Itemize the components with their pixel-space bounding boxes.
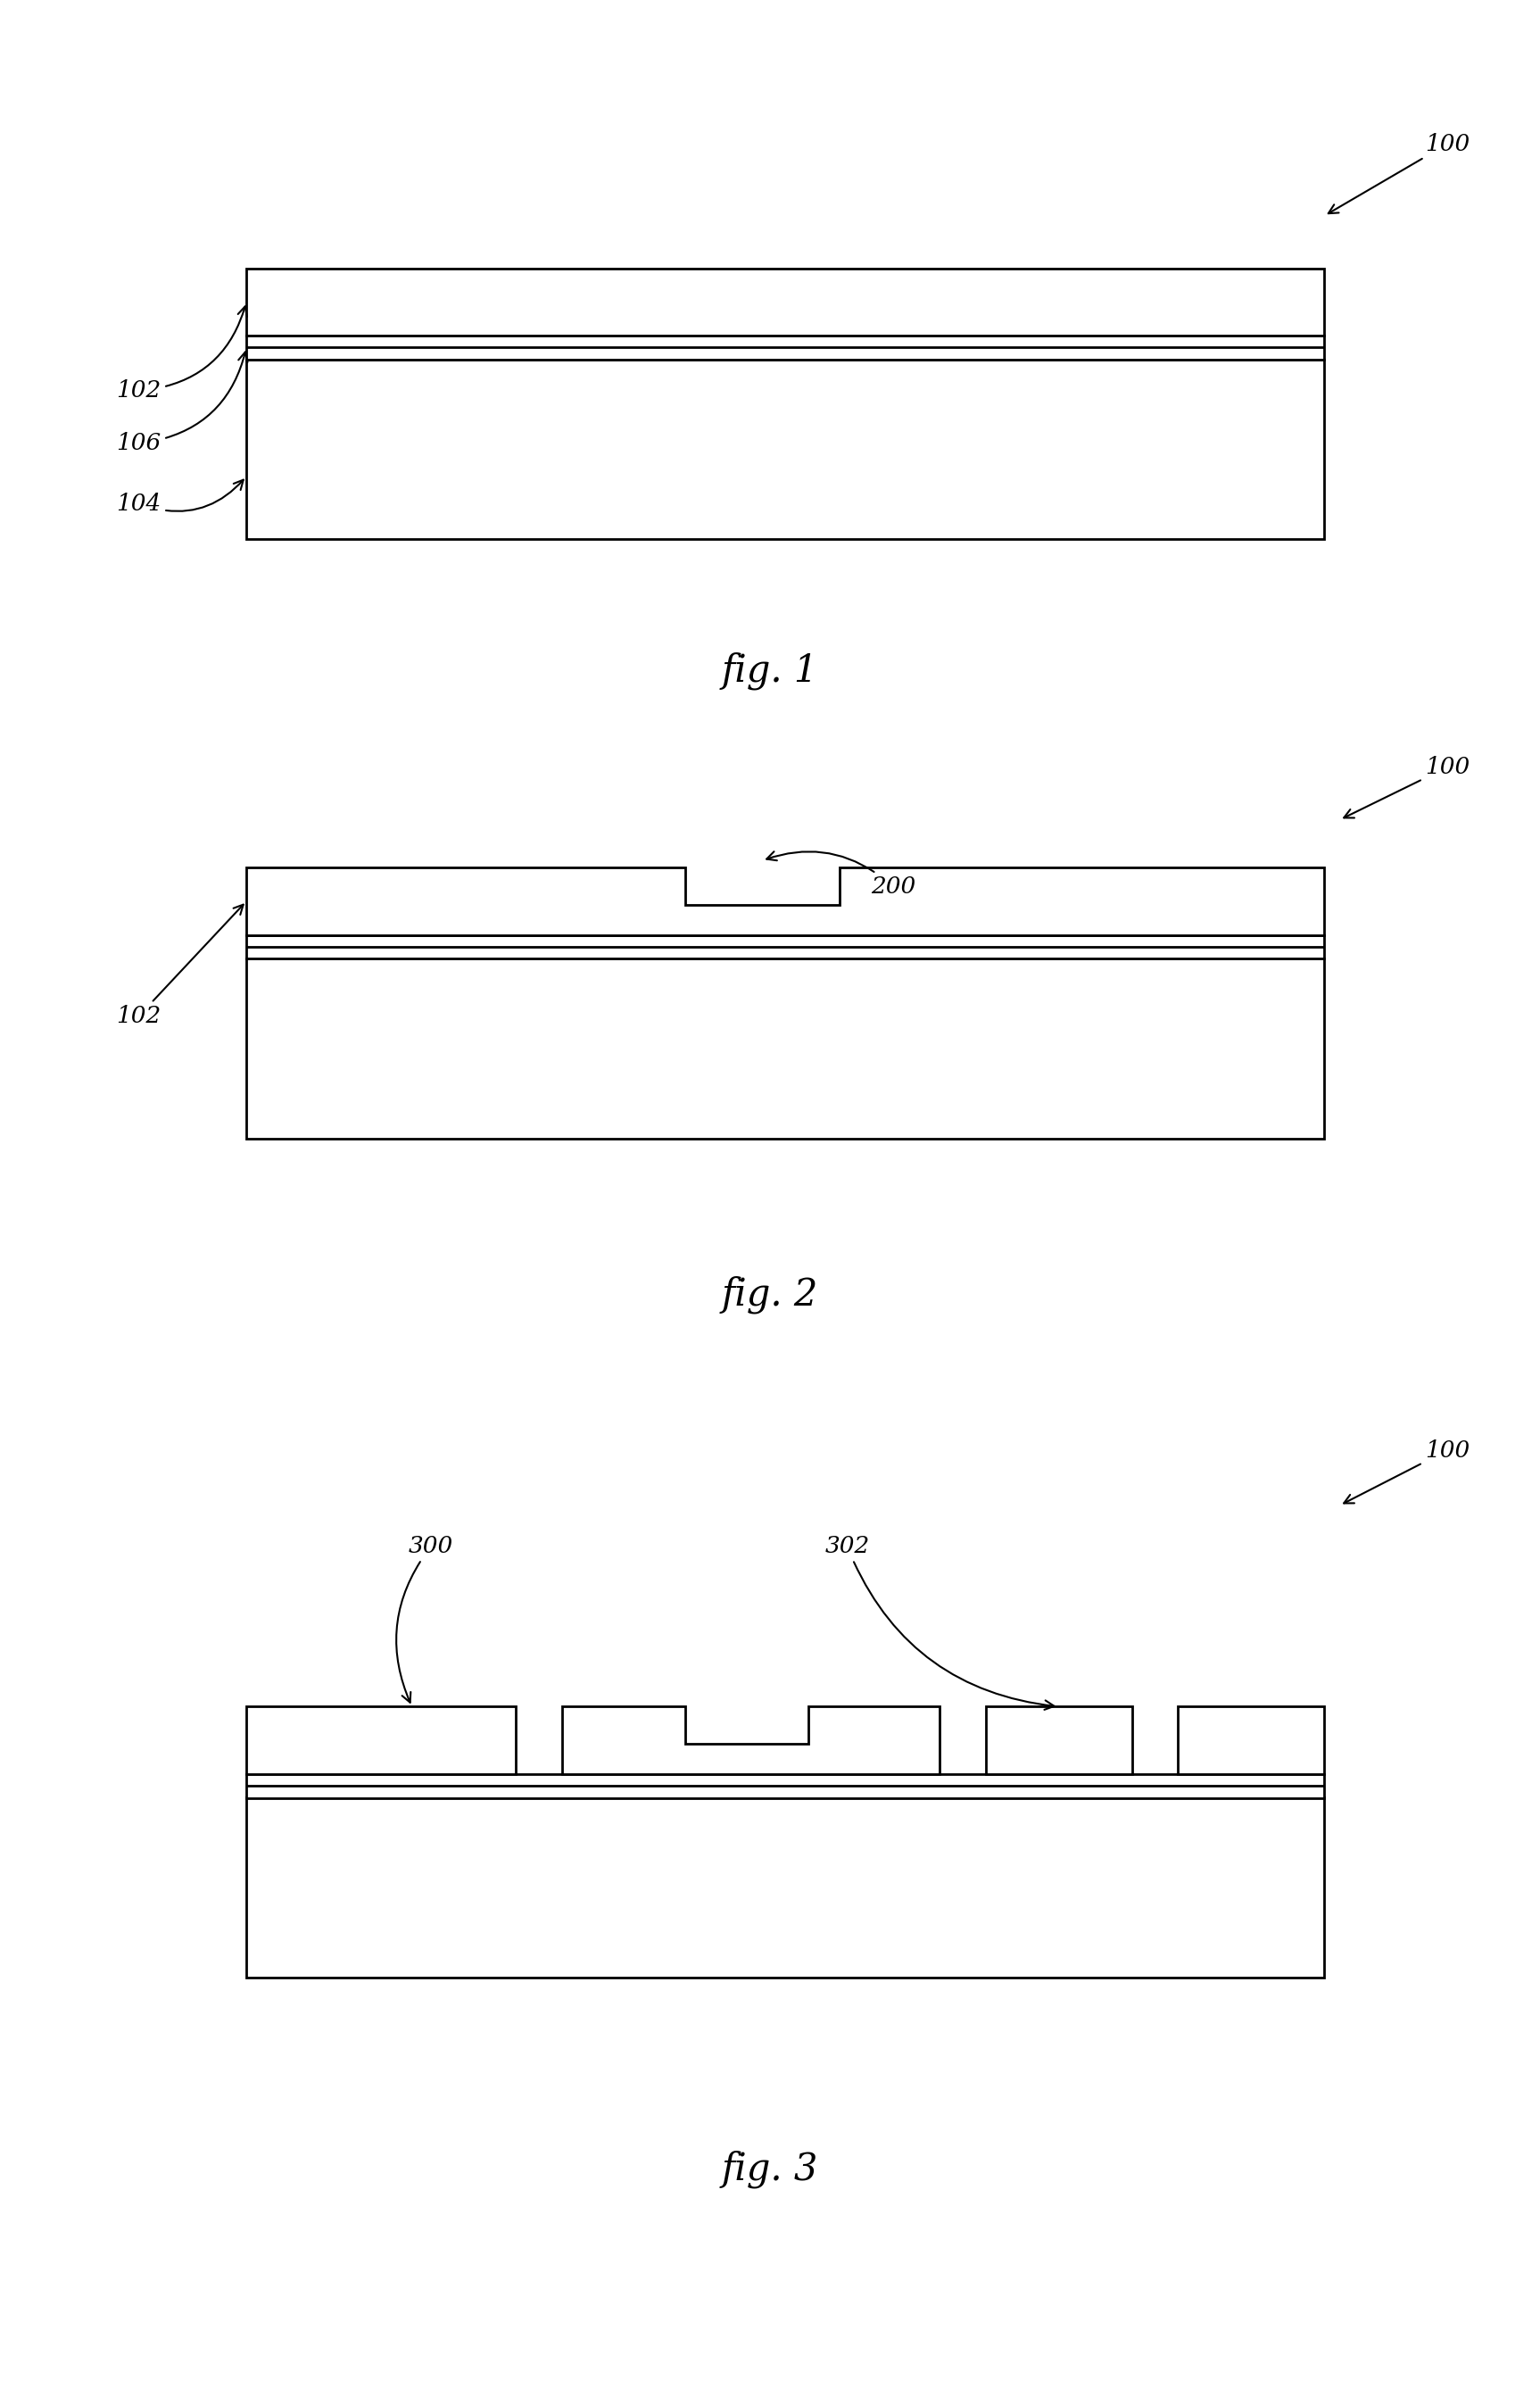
Text: 100: 100 xyxy=(1344,755,1471,817)
Text: fig. 1: fig. 1 xyxy=(722,652,818,690)
Text: 100: 100 xyxy=(1329,132,1471,213)
Bar xyxy=(246,1774,1324,1798)
Bar xyxy=(986,1707,1132,1774)
Text: 300: 300 xyxy=(396,1534,454,1702)
Bar xyxy=(246,1798,1324,1978)
Text: 200: 200 xyxy=(767,851,916,899)
Polygon shape xyxy=(562,1707,939,1774)
Bar xyxy=(246,336,1324,360)
Bar xyxy=(246,1707,516,1774)
Text: 100: 100 xyxy=(1344,1438,1471,1503)
Text: 104: 104 xyxy=(116,479,243,515)
Polygon shape xyxy=(246,868,1324,935)
Text: fig. 3: fig. 3 xyxy=(722,2150,818,2188)
Bar xyxy=(246,360,1324,539)
Text: fig. 2: fig. 2 xyxy=(722,1275,818,1314)
Text: 302: 302 xyxy=(824,1534,1055,1709)
Text: 102: 102 xyxy=(116,904,243,1028)
Text: 102: 102 xyxy=(116,307,246,403)
Bar xyxy=(246,959,1324,1139)
Bar xyxy=(246,935,1324,959)
Text: 106: 106 xyxy=(116,352,248,455)
Bar xyxy=(246,268,1324,336)
Bar xyxy=(1178,1707,1324,1774)
